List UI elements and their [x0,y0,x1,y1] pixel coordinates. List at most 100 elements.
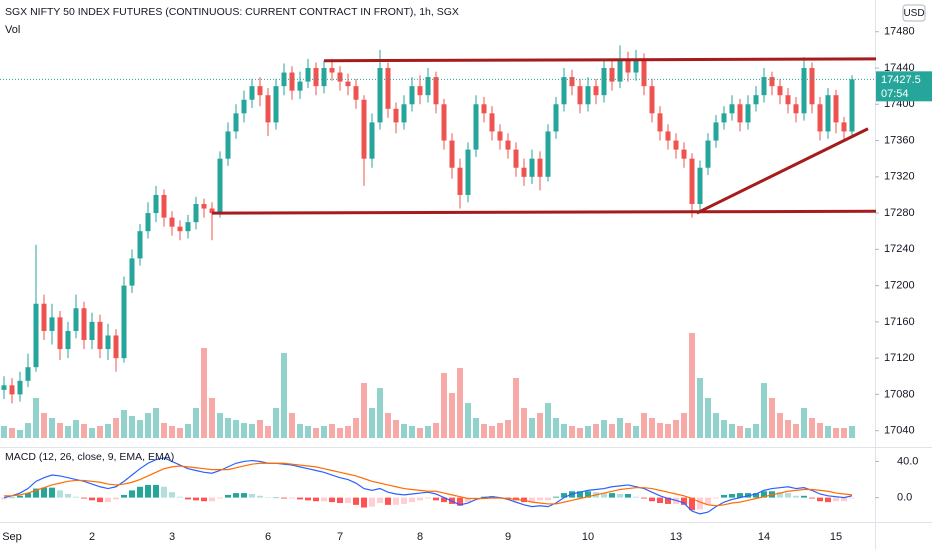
candle-body [809,68,815,105]
volume-bar [217,413,223,438]
candle-body [313,68,319,87]
candle-body [841,122,847,132]
macd-histogram-bar [41,487,47,498]
macd-histogram-bar [417,497,423,501]
volume-bar [641,413,647,438]
candle-body [401,104,407,123]
macd-histogram-bar [161,486,167,498]
macd-histogram-bar [81,497,87,499]
macd-histogram-bar [633,496,639,498]
volume-bar [289,413,295,438]
macd-histogram-bar [841,497,847,502]
volume-bar [41,413,47,438]
volume-bar [113,418,119,438]
candle-body [185,222,191,232]
candle-body [753,95,759,105]
x-tick-label: 13 [670,531,682,543]
macd-histogram-bar [273,497,279,499]
volume-bar [753,424,759,438]
volume-bar [681,413,687,438]
volume-bar [665,424,671,438]
candle-body [777,86,783,96]
macd-histogram-bar [297,497,303,500]
candle-body [617,58,623,82]
candle-body [129,258,135,286]
volume-bar [537,413,543,438]
x-tick-label: 9 [505,531,511,543]
macd-histogram-bar [153,484,159,498]
volume-bar [257,420,263,438]
macd-histogram-bar [689,497,695,511]
last-price-label: 17427.5 [881,74,921,86]
macd-histogram-bar [73,496,79,498]
volume-bar [481,424,487,438]
volume-bar [401,424,407,438]
candle-body [553,104,559,132]
candle-body [529,158,535,177]
volume-bar [361,383,367,438]
candle-body [649,86,655,114]
volume-bar [89,428,95,438]
macd-histogram-bar [257,495,263,498]
volume-bar [121,410,127,438]
volume-bar [353,418,359,438]
y-tick-label: 17360 [884,134,915,146]
macd-histogram-bar [393,497,399,505]
y-tick-label: 17160 [884,316,915,328]
candle-body [297,81,303,91]
candle-body [641,58,647,87]
candle-body [177,226,183,232]
candle-body [665,131,671,141]
candle-body [521,167,527,177]
candle-body [409,86,415,105]
macd-histogram-bar [129,490,135,498]
macd-histogram-bar [753,493,759,498]
candle-body [793,104,799,114]
macd-histogram-bar [145,484,151,498]
macd-tick-label: 40.0 [897,455,918,467]
candle-body [561,77,567,105]
candle-body [417,86,423,96]
volume-label: Vol [5,24,20,36]
macd-histogram-bar [289,497,295,499]
macd-histogram-bar [409,497,415,503]
y-tick-label: 17480 [884,26,915,38]
candle-body [489,113,495,132]
macd-histogram-bar [97,497,103,503]
volume-bar [281,353,287,438]
x-tick-label: 6 [265,531,271,543]
macd-histogram-bar [233,493,239,498]
marks: 1748017440174001736017320172801724017200… [0,26,932,543]
candle-body [281,72,287,87]
volume-bar [273,408,279,438]
candle-body [161,194,167,218]
volume-bar [345,426,351,438]
volume-bar [561,424,567,438]
macd-histogram-bar [25,493,31,498]
candle-body [465,149,471,195]
macd-histogram-bar [17,495,23,498]
candle-body [689,158,695,205]
volume-bar [9,428,15,438]
candle-body [193,204,199,223]
candle-body [337,72,343,82]
volume-bar [833,428,839,438]
candle-body [705,140,711,168]
volume-bar [73,420,79,438]
y-tick-label: 17080 [884,388,915,400]
volume-bar [457,368,463,438]
candle-body [601,68,607,96]
volume-bar [793,424,799,438]
volume-bar [513,378,519,438]
y-tick-label: 17120 [884,352,915,364]
candle-body [769,77,775,87]
volume-bar [265,426,271,438]
candle-body [833,95,839,123]
candle-body [321,68,327,87]
x-tick-label: 8 [417,531,423,543]
volume-bar [33,398,39,438]
volume-bar [297,424,303,438]
candle-body [329,68,335,73]
macd-histogram-bar [345,497,351,504]
currency-box[interactable] [902,4,926,22]
